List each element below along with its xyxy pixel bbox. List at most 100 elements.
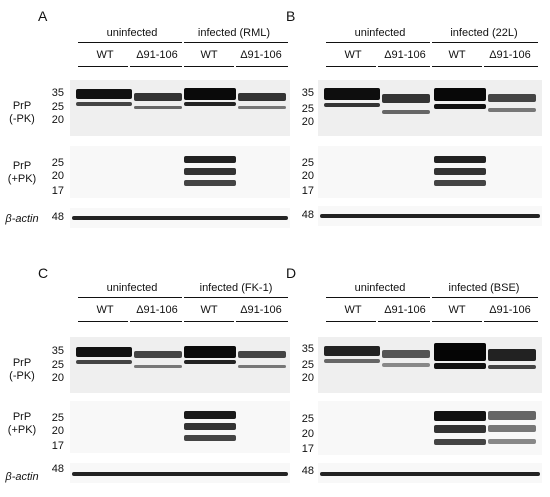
blot-band: [488, 411, 536, 420]
blot-band: [72, 472, 288, 476]
row-label-line: (+PK): [7, 423, 37, 436]
genotype-line: [236, 321, 288, 322]
genotype-label: Δ91-106: [384, 304, 426, 316]
genotype-label: WT: [96, 304, 114, 316]
row-label-line: PrP: [12, 357, 32, 369]
blot-band: [324, 346, 380, 356]
genotype-line: [78, 321, 128, 322]
blot-actin: [318, 206, 542, 226]
blot-band: [184, 180, 236, 186]
blot-band: [76, 347, 132, 357]
blot-band: [184, 156, 236, 163]
mw-marker: 20: [301, 116, 314, 128]
genotype-line: [484, 66, 538, 67]
blot-prp-plus-pk: [70, 146, 290, 198]
blot-band: [238, 351, 286, 358]
blot-band: [184, 423, 236, 430]
blot-band: [488, 108, 536, 112]
infected-label: infected (FK-1): [199, 282, 273, 294]
mw-marker: 20: [51, 114, 64, 126]
blot-band: [434, 411, 486, 421]
panel-letter: C: [38, 265, 49, 281]
mw-marker: 20: [51, 372, 64, 384]
genotype-label: WT: [448, 49, 466, 61]
genotype-line: [484, 321, 538, 322]
blot-band: [324, 103, 380, 107]
blot-actin: [318, 463, 542, 483]
blot-band: [382, 110, 430, 114]
mw-marker: 25: [301, 157, 314, 169]
blot-band: [324, 88, 380, 100]
blot-band: [434, 88, 486, 101]
blot-band: [238, 93, 286, 101]
mw-marker: 35: [301, 343, 314, 355]
panel-a: A uninfected infected (RML) WT Δ91-106 W…: [0, 0, 290, 248]
panel-b: B uninfected infected (22L) WT Δ91-106 W…: [272, 0, 547, 248]
row-label-line: PrP: [12, 411, 32, 423]
mw-marker: 25: [51, 412, 64, 424]
genotype-line: [378, 321, 430, 322]
mw-marker: 25: [301, 103, 314, 115]
row-label-line: (-PK): [9, 112, 35, 125]
row-label-prp-plus-pk: PrP (+PK): [4, 160, 40, 185]
panel-letter: A: [38, 8, 48, 24]
genotype-label: WT: [344, 304, 362, 316]
blot-band: [382, 94, 430, 103]
group-line-uninfected: [326, 42, 430, 43]
blot-band: [134, 365, 182, 368]
blot-prp-minus-pk: [318, 80, 542, 136]
blot-band: [184, 102, 236, 106]
genotype-line: [236, 66, 288, 67]
genotype-label: WT: [448, 304, 466, 316]
blot-band: [434, 104, 486, 109]
genotype-line: [378, 66, 430, 67]
group-line-infected: [432, 297, 538, 298]
blot-prp-minus-pk: [318, 337, 542, 393]
group-line-infected: [184, 42, 288, 43]
group-line-infected: [432, 42, 538, 43]
blot-band: [320, 214, 540, 218]
blot-band: [72, 216, 288, 220]
blot-band: [184, 88, 236, 100]
blot-actin: [70, 208, 290, 228]
mw-marker: 25: [51, 157, 64, 169]
mw-marker: 35: [51, 87, 64, 99]
blot-band: [434, 168, 486, 175]
genotype-label: WT: [200, 304, 218, 316]
blot-band: [488, 439, 536, 444]
mw-marker: 20: [51, 170, 64, 182]
mw-marker: 48: [301, 209, 314, 221]
genotype-label: Δ91-106: [384, 49, 426, 61]
genotype-label: Δ91-106: [489, 49, 531, 61]
mw-marker: 48: [51, 211, 64, 223]
mw-marker: 48: [301, 465, 314, 477]
genotype-line: [432, 66, 482, 67]
blot-band: [488, 94, 536, 102]
mw-marker: 25: [51, 101, 64, 113]
blot-band: [134, 106, 182, 109]
blot-band: [488, 349, 536, 361]
blot-band: [134, 351, 182, 358]
infected-label: infected (22L): [450, 27, 518, 39]
uninfected-label: uninfected: [106, 27, 158, 39]
mw-marker: 20: [301, 170, 314, 182]
blot-band: [434, 180, 486, 186]
mw-marker: 17: [301, 185, 314, 197]
mw-marker: 20: [301, 372, 314, 384]
blot-band: [184, 168, 236, 175]
mw-marker: 17: [51, 440, 64, 452]
panel-d: D uninfected infected (BSE) WT Δ91-106 W…: [272, 249, 547, 497]
blot-band: [184, 435, 236, 441]
genotype-label: Δ91-106: [136, 304, 178, 316]
genotype-line: [130, 66, 182, 67]
genotype-label: Δ91-106: [489, 304, 531, 316]
row-label-prp-minus-pk: PrP (-PK): [4, 100, 40, 125]
row-label-prp-plus-pk: PrP (+PK): [4, 411, 40, 436]
blot-band: [488, 365, 536, 369]
row-label-prp-minus-pk: PrP (-PK): [4, 357, 40, 382]
uninfected-label: uninfected: [106, 282, 158, 294]
genotype-label: WT: [96, 49, 114, 61]
blot-band: [382, 363, 430, 367]
panel-c: C uninfected infected (FK-1) WT Δ91-106 …: [0, 249, 290, 497]
genotype-line: [326, 66, 376, 67]
